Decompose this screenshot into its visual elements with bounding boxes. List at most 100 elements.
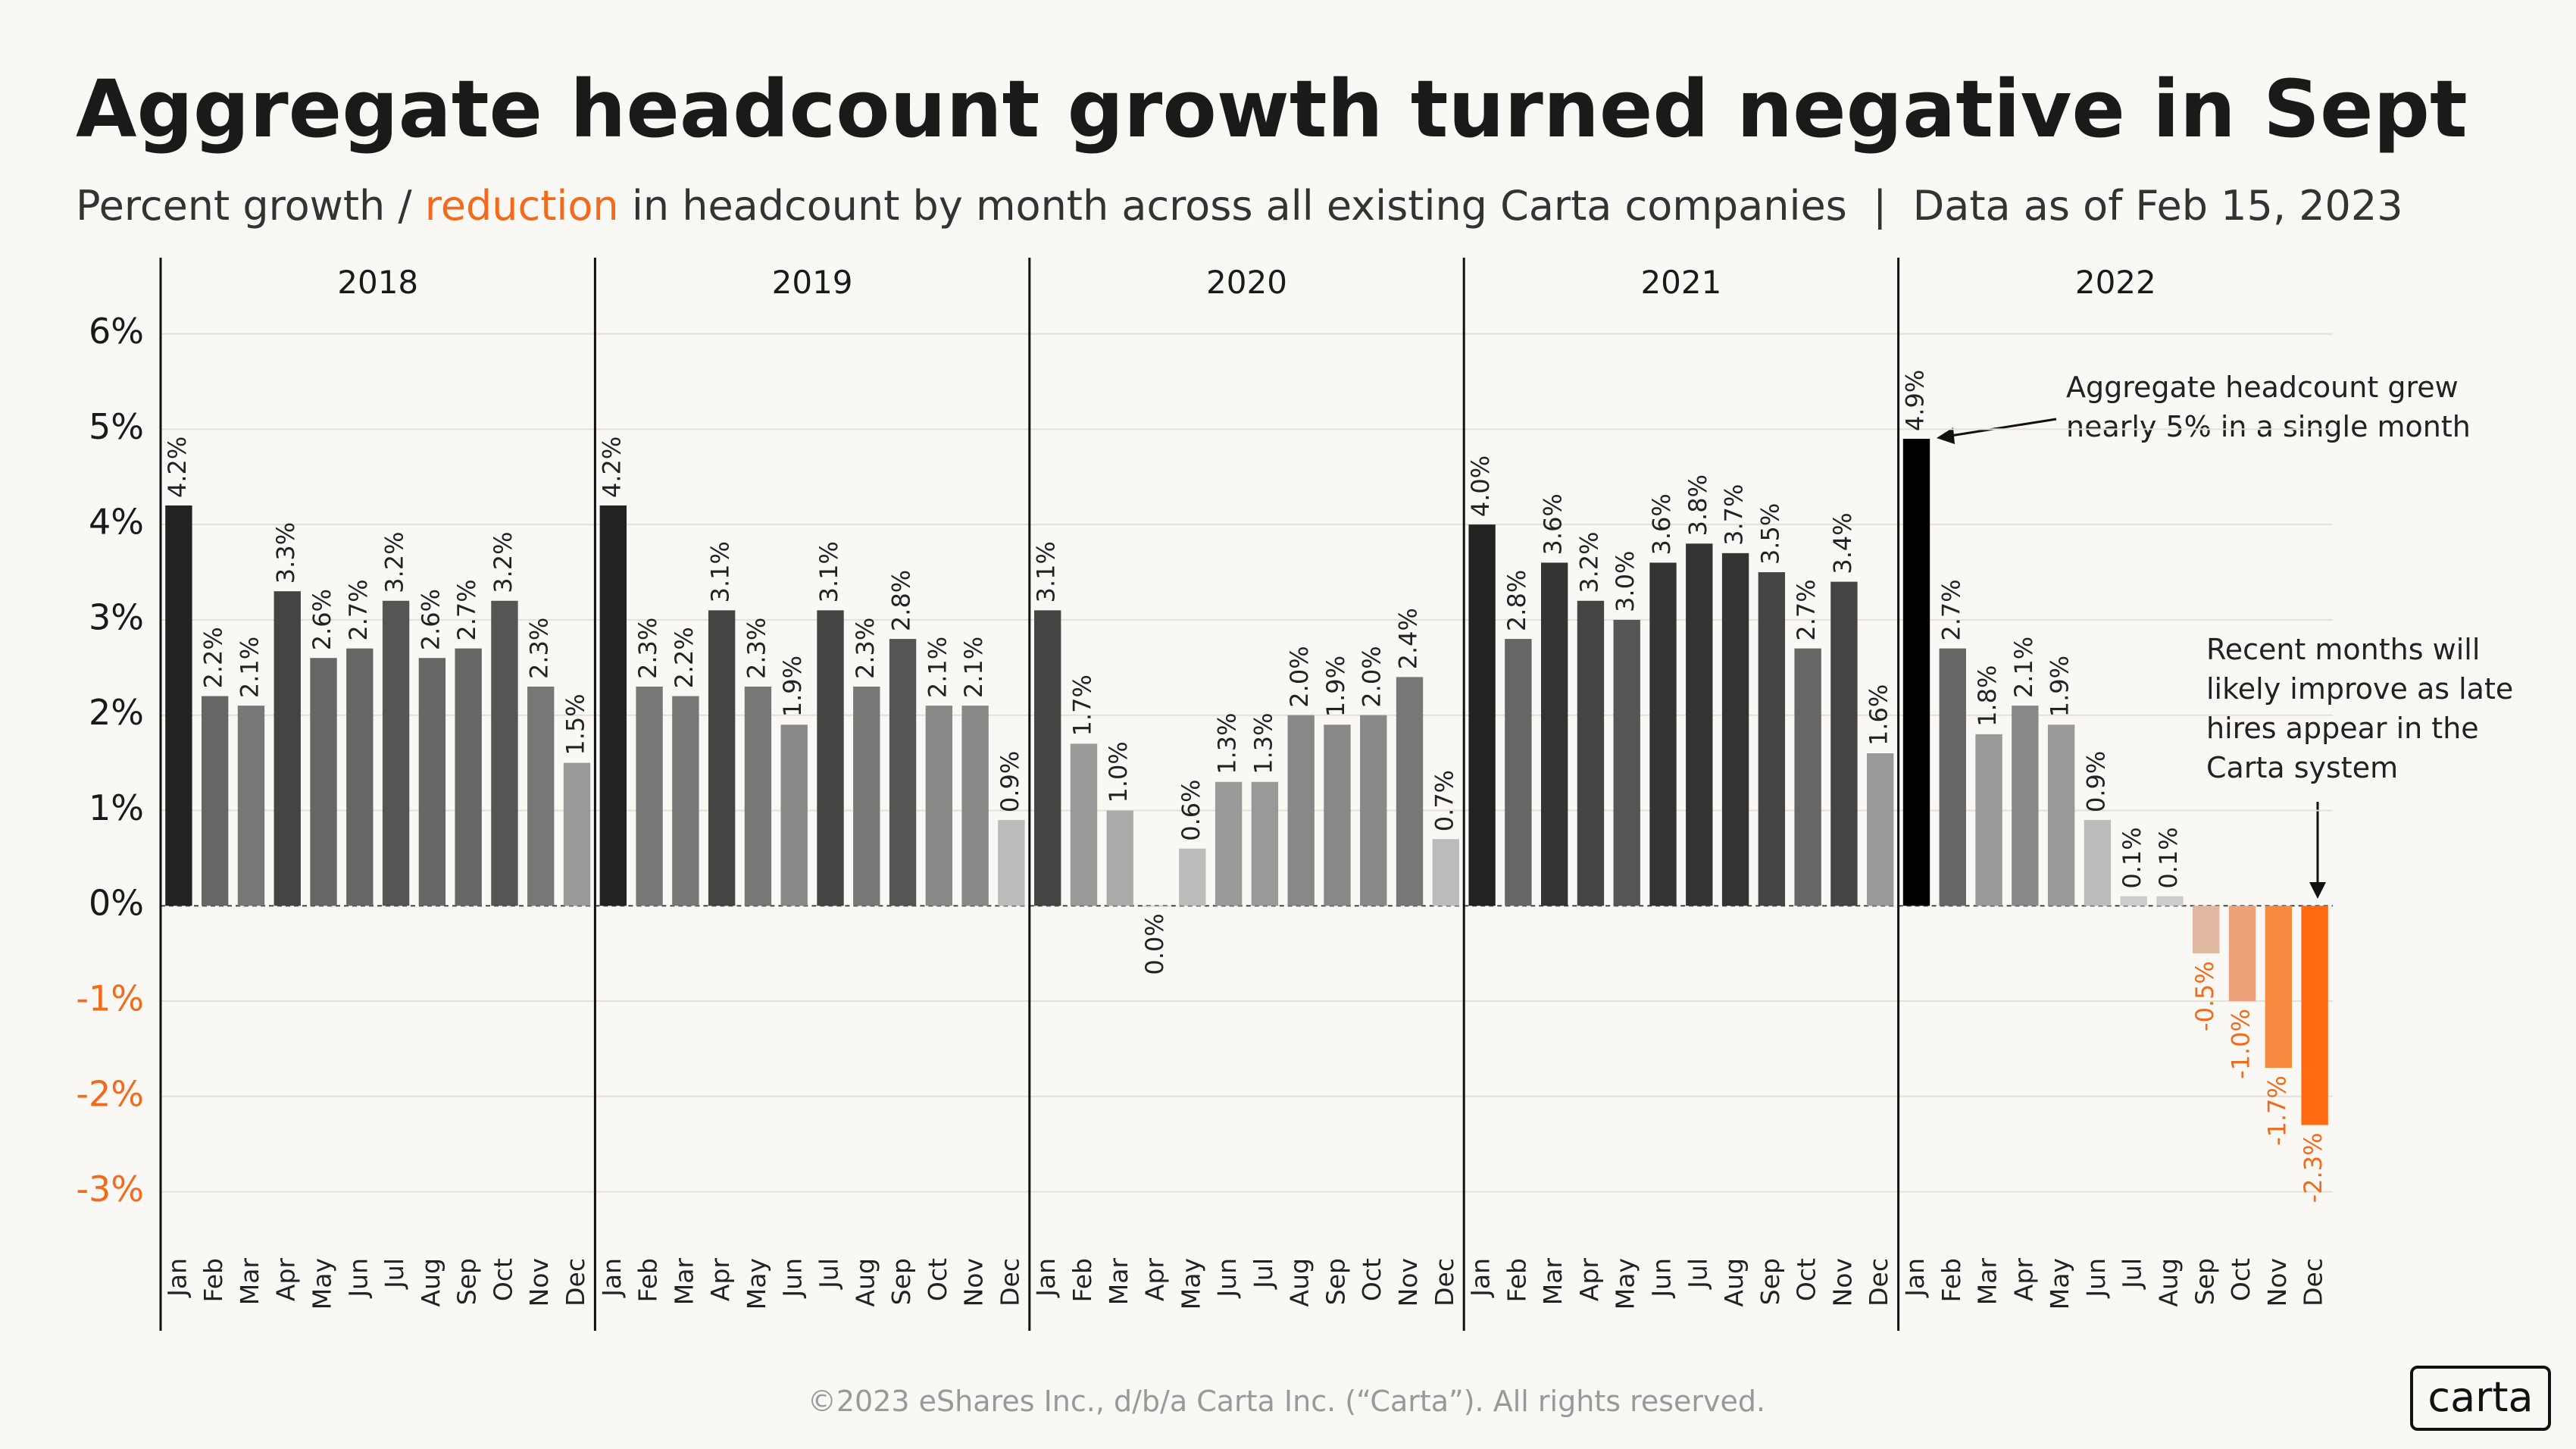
x-tick-label: Jun bbox=[778, 1258, 808, 1299]
bar bbox=[1613, 619, 1640, 906]
value-label: 2.3% bbox=[525, 618, 554, 679]
value-label: 3.1% bbox=[814, 541, 843, 602]
bar bbox=[2084, 820, 2112, 906]
panel-title: 2022 bbox=[2075, 264, 2156, 301]
bar bbox=[2301, 906, 2328, 1125]
value-label: 2.3% bbox=[851, 618, 880, 679]
x-tick-label: Feb bbox=[1068, 1258, 1097, 1302]
x-tick-label: Apr bbox=[1140, 1258, 1170, 1302]
subtitle-highlight: reduction bbox=[425, 182, 619, 230]
value-label: 3.5% bbox=[1755, 503, 1784, 565]
value-label: 0.9% bbox=[2081, 751, 2110, 812]
value-label: 2.6% bbox=[416, 589, 445, 650]
x-tick-label: Sep bbox=[886, 1258, 916, 1305]
y-tick-label: 4% bbox=[89, 502, 144, 543]
subtitle-part: in headcount by month across all existin… bbox=[619, 182, 2403, 230]
bar bbox=[1540, 562, 1568, 906]
value-label: 3.1% bbox=[706, 541, 735, 602]
bar bbox=[889, 639, 917, 906]
bar bbox=[527, 686, 555, 906]
x-tick-label: Sep bbox=[1755, 1258, 1785, 1305]
value-label: 2.2% bbox=[199, 627, 228, 688]
x-tick-label: Feb bbox=[1937, 1258, 1966, 1302]
bar bbox=[1179, 848, 1206, 906]
annotation: likely improve as late bbox=[2206, 672, 2513, 706]
value-label: 3.6% bbox=[1539, 493, 1568, 555]
bar bbox=[1360, 715, 1387, 906]
value-label: 2.7% bbox=[452, 579, 481, 640]
x-tick-label: Jun bbox=[1212, 1258, 1242, 1299]
value-label: 4.9% bbox=[1900, 370, 1929, 431]
y-tick-label: -2% bbox=[76, 1073, 144, 1114]
x-tick-label: Sep bbox=[1321, 1258, 1350, 1305]
value-label: -1.7% bbox=[2262, 1075, 2291, 1146]
x-tick-label: Jul bbox=[1249, 1258, 1278, 1290]
x-tick-label: Mar bbox=[669, 1258, 699, 1306]
panel-title: 2020 bbox=[1206, 264, 1287, 301]
plot-area: -3% -2% -1% 0% 1% 2% 3% 4% 5% 6% 2018 Jan 4.2% Feb 2.2… bbox=[76, 258, 2333, 1331]
x-tick-label: Jan bbox=[1900, 1258, 1930, 1298]
value-label: 4.0% bbox=[1466, 455, 1495, 517]
x-tick-label: May bbox=[2045, 1258, 2074, 1310]
value-label: 2.3% bbox=[742, 618, 771, 679]
value-label: 1.9% bbox=[778, 656, 807, 717]
bar bbox=[998, 820, 1025, 906]
value-label: 2.7% bbox=[1792, 579, 1821, 640]
x-tick-label: Mar bbox=[1104, 1258, 1133, 1306]
x-tick-label: Jan bbox=[1031, 1258, 1061, 1298]
x-tick-label: Aug bbox=[1285, 1258, 1315, 1307]
bar bbox=[310, 658, 337, 906]
annotation-arrow bbox=[1940, 418, 2057, 439]
bar bbox=[1034, 610, 1061, 906]
bar bbox=[1686, 543, 1713, 906]
annotation: nearly 5% in a single month bbox=[2066, 410, 2471, 443]
x-tick-label: Jan bbox=[162, 1258, 192, 1298]
bar bbox=[817, 610, 844, 906]
bar bbox=[1758, 572, 1786, 906]
bar bbox=[2228, 906, 2256, 1001]
x-tick-label: Oct bbox=[1792, 1258, 1821, 1301]
x-tick-label: Feb bbox=[633, 1258, 663, 1302]
chart-subtitle: Percent growth / reduction in headcount … bbox=[76, 182, 2403, 230]
value-label: 4.2% bbox=[597, 437, 626, 498]
x-tick-label: May bbox=[1611, 1258, 1640, 1310]
footer: ©2023 eShares Inc., d/b/a Carta Inc. (“C… bbox=[808, 1385, 1765, 1418]
bar bbox=[1287, 715, 1315, 906]
bar bbox=[2156, 896, 2184, 906]
x-tick-label: Feb bbox=[1502, 1258, 1531, 1302]
bar bbox=[961, 706, 989, 906]
panel-title: 2019 bbox=[772, 264, 853, 301]
x-tick-label: Aug bbox=[850, 1258, 880, 1307]
x-tick-label: May bbox=[742, 1258, 771, 1310]
bar bbox=[1468, 524, 1496, 906]
x-tick-label: Nov bbox=[1827, 1258, 1857, 1307]
bar bbox=[1577, 600, 1605, 906]
bar bbox=[672, 696, 699, 906]
value-label: 1.9% bbox=[2046, 656, 2074, 717]
x-tick-label: May bbox=[308, 1258, 337, 1310]
annotation: Aggregate headcount grew bbox=[2066, 371, 2459, 404]
panel-title: 2018 bbox=[337, 264, 418, 301]
bar bbox=[1830, 581, 1858, 906]
value-label: 2.1% bbox=[959, 637, 988, 698]
panel-title: 2021 bbox=[1640, 264, 1721, 301]
bar bbox=[636, 686, 663, 906]
bar bbox=[274, 591, 301, 906]
x-tick-label: Aug bbox=[416, 1258, 445, 1307]
value-label: 3.2% bbox=[489, 531, 517, 593]
value-label: 2.3% bbox=[633, 618, 662, 679]
bar bbox=[382, 600, 410, 906]
value-label: 2.1% bbox=[235, 637, 264, 698]
x-tick-label: Nov bbox=[959, 1258, 989, 1307]
bar bbox=[201, 696, 229, 906]
value-label: 3.4% bbox=[1828, 512, 1857, 574]
value-label: 1.9% bbox=[1321, 656, 1350, 717]
bar bbox=[418, 658, 446, 906]
x-tick-label: Sep bbox=[2190, 1258, 2219, 1305]
value-label: 2.6% bbox=[308, 589, 336, 650]
bar bbox=[1867, 753, 1894, 906]
value-label: 2.2% bbox=[670, 627, 699, 688]
value-label: 3.1% bbox=[1032, 541, 1061, 602]
value-label: 2.0% bbox=[1285, 646, 1314, 707]
